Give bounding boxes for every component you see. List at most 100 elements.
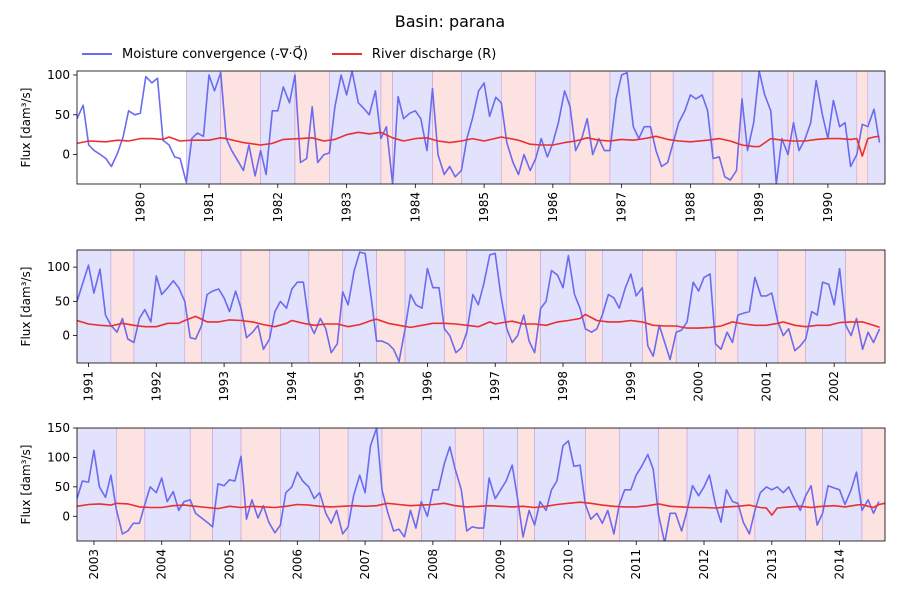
x-tick-label: 2001 <box>759 371 773 402</box>
plot-area-2 <box>77 250 885 363</box>
x-tick-label: 2009 <box>494 549 508 580</box>
season-band <box>319 428 349 541</box>
x-tick-label: 2005 <box>223 549 237 580</box>
legend: Moisture convergence (-∇·Q⃗) River disch… <box>82 42 520 66</box>
season-band <box>569 71 611 184</box>
series-line-moisture <box>77 428 880 541</box>
season-band <box>483 428 518 541</box>
season-band <box>77 250 112 363</box>
legend-item-moisture: Moisture convergence (-∇·Q⃗) <box>82 47 308 62</box>
season-band <box>585 250 603 363</box>
season-band <box>110 250 135 363</box>
x-tick-label: 2014 <box>833 549 847 580</box>
season-band <box>308 250 344 363</box>
x-tick-label: 1994 <box>285 371 299 402</box>
y-tick-label: 50 <box>55 294 70 308</box>
x-tick-label: 2002 <box>827 371 841 402</box>
series-line-moisture <box>77 71 881 184</box>
axes-frame <box>76 249 886 364</box>
series-line-discharge <box>77 131 880 157</box>
season-band <box>715 250 739 363</box>
axes-frame <box>76 70 886 185</box>
season-band <box>280 428 320 541</box>
season-band <box>672 71 714 184</box>
x-tick-label: 1983 <box>340 192 354 223</box>
season-band <box>212 428 242 541</box>
season-band <box>741 71 789 184</box>
axes-frame <box>76 427 886 542</box>
season-band <box>754 428 806 541</box>
x-tick-label: 1986 <box>546 192 560 223</box>
x-tick-label: 1999 <box>624 371 638 402</box>
x-tick-label: 2008 <box>426 549 440 580</box>
plot-area-1 <box>77 71 885 184</box>
season-band <box>777 250 806 363</box>
legend-label-moisture: Moisture convergence (-∇·Q⃗) <box>122 46 308 62</box>
season-band <box>658 428 688 541</box>
y-tick-label: 100 <box>47 450 70 464</box>
y-tick-label: 50 <box>55 480 70 494</box>
y-tick-label: 50 <box>55 108 70 122</box>
season-band <box>535 71 571 184</box>
x-tick-label: 1991 <box>82 371 96 402</box>
x-tick-label: 1987 <box>615 192 629 223</box>
x-tick-label: 1984 <box>408 192 422 223</box>
chart-title: Basin: parana <box>394 12 506 31</box>
x-tick-label: 2006 <box>290 549 304 580</box>
x-tick-label: 1985 <box>477 192 491 223</box>
x-tick-label: 1997 <box>488 371 502 402</box>
season-band <box>342 250 377 363</box>
panel-1: 0 50 100 1980 1981 1982 1983 1984 1985 1986 1987 19… <box>19 68 886 223</box>
season-band <box>392 71 433 184</box>
x-tick-label: 1981 <box>202 192 216 223</box>
season-band <box>260 71 296 184</box>
x-tick-label: 2011 <box>629 549 643 580</box>
x-tick-label: 1998 <box>556 371 570 402</box>
y-tick-label: 0 <box>62 329 70 343</box>
y-tick-label: 150 <box>47 421 70 435</box>
x-tick-label: 2000 <box>692 371 706 402</box>
season-band <box>347 428 383 541</box>
season-band <box>461 71 502 184</box>
season-band <box>404 250 445 363</box>
panel-2: 0 50 100 1991 1992 1993 1994 1995 1996 1997 1998 19… <box>19 249 886 402</box>
x-tick-label: 2004 <box>155 549 169 580</box>
y-tick-label: 0 <box>62 509 70 523</box>
season-band <box>686 428 739 541</box>
season-band <box>421 428 456 541</box>
panel-3: 0 50 100 150 2003 2004 2005 2006 2007 2008 2009 201… <box>19 421 886 580</box>
x-tick-label: 1982 <box>271 192 285 223</box>
season-band <box>201 250 242 363</box>
x-tick-label: 1990 <box>821 192 835 223</box>
x-tick-label: 1993 <box>217 371 231 402</box>
y-axis-label: Flux [dam³/s] <box>19 267 33 347</box>
y-tick-label: 100 <box>47 260 70 274</box>
series-line-discharge <box>77 313 880 329</box>
season-band <box>805 250 846 363</box>
season-band <box>269 250 310 363</box>
x-tick-label: 1992 <box>149 371 163 402</box>
x-tick-label: 2013 <box>765 549 779 580</box>
x-tick-label: 1989 <box>752 192 766 223</box>
season-band <box>77 428 117 541</box>
y-axis-label: Flux [dam³/s] <box>19 88 33 168</box>
x-tick-label: 2010 <box>561 549 575 580</box>
legend-label-discharge: River discharge (R) <box>371 46 497 62</box>
season-band <box>432 71 462 184</box>
season-band <box>822 428 863 541</box>
season-band <box>294 71 330 184</box>
season-band <box>240 428 281 541</box>
x-tick-label: 2007 <box>358 549 372 580</box>
season-band <box>675 250 716 363</box>
x-tick-label: 1995 <box>353 371 367 402</box>
x-tick-label: 2012 <box>697 549 711 580</box>
series-line-moisture <box>77 251 881 363</box>
season-band <box>805 428 823 541</box>
y-tick-label: 100 <box>47 68 70 82</box>
season-band <box>712 71 743 184</box>
x-tick-label: 1996 <box>420 371 434 402</box>
season-band <box>534 428 586 541</box>
x-tick-label: 2003 <box>87 549 101 580</box>
season-band <box>861 428 885 541</box>
